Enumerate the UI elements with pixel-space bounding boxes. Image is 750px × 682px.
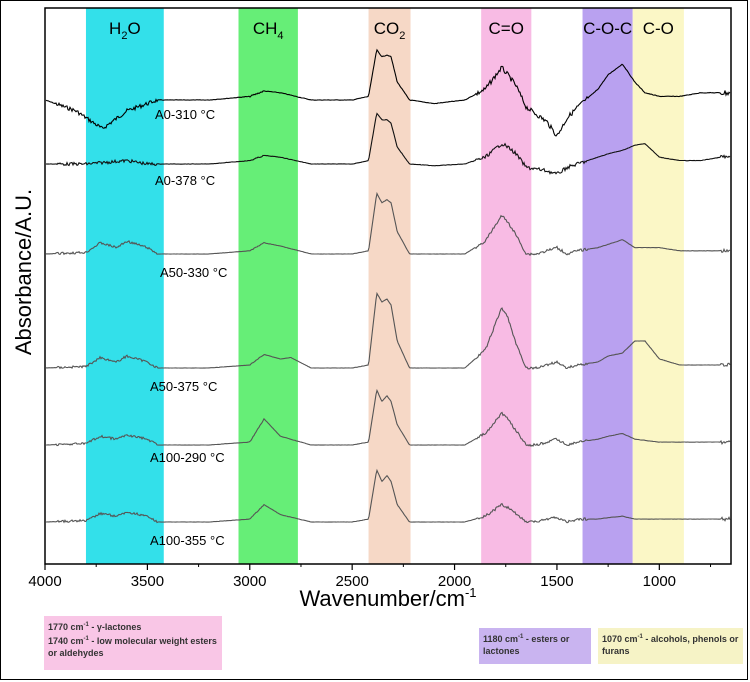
- band-0: [85, 8, 164, 564]
- note-box-carbonyl: 1770 cm-1 - γ-lactones 1740 cm-1 - low m…: [44, 616, 222, 670]
- band-3: [481, 8, 532, 564]
- band-layer: H2O CH4 CO2 C=O C-O-C C-O: [85, 8, 684, 564]
- trace-5: [45, 468, 731, 524]
- trace-label-0: A0-310 °C: [155, 107, 215, 122]
- x-axis: 4000 3500 3000 2500 2000 1500 1000: [28, 564, 712, 590]
- band-5: [632, 8, 684, 564]
- trace-label-3: A50-375 °C: [150, 379, 217, 394]
- band-label-3: C=O: [489, 19, 524, 38]
- x-tick-label-4: 2000: [438, 573, 471, 590]
- x-tick-label-5: 1500: [540, 573, 573, 590]
- band-label-2: CO2: [374, 19, 406, 42]
- x-axis-title-sup: -1: [465, 585, 477, 600]
- trace-3: [45, 291, 731, 370]
- band-label-1: CH4: [253, 19, 284, 42]
- trace-4: [46, 388, 731, 448]
- y-axis-title: Absorbance/A.U.: [11, 189, 36, 355]
- note-box-ether: 1180 cm-1 - esters or lactones: [479, 628, 591, 664]
- trace-label-4: A100-290 °C: [150, 450, 225, 465]
- trace-0: [45, 48, 731, 137]
- trace-label-5: A100-355 °C: [150, 533, 225, 548]
- x-axis-title: Wavenumber/cm-1: [299, 585, 476, 611]
- note-line-esters: 1740 cm-1 - low molecular weight esters …: [48, 636, 217, 658]
- note-box-alcohol: 1070 cm-1 - alcohols, phenols or furans: [598, 628, 743, 664]
- trace-layer: A0-310 °C A0-378 °C A50-330 °C A50-375 °C A1…: [45, 48, 731, 548]
- x-tick-label-3: 2500: [335, 573, 368, 590]
- x-tick-label-6: 1000: [643, 573, 676, 590]
- plot-frame: [44, 7, 732, 565]
- band-4: [582, 8, 633, 564]
- band-1: [238, 8, 298, 564]
- x-tick-label-1: 3500: [131, 573, 164, 590]
- x-tick-label-0: 4000: [28, 573, 61, 590]
- note-line-lactones: 1770 cm-1 - γ-lactones: [48, 622, 142, 632]
- x-tick-label-2: 3000: [233, 573, 266, 590]
- band-2: [368, 8, 411, 564]
- trace-label-2: A50-330 °C: [160, 265, 227, 280]
- band-label-5: C-O: [643, 19, 674, 38]
- trace-label-1: A0-378 °C: [155, 173, 215, 188]
- trace-2: [45, 191, 731, 257]
- band-label-4: C-O-C: [583, 19, 632, 38]
- trace-1: [45, 112, 731, 175]
- band-label-0: H2O: [109, 19, 141, 42]
